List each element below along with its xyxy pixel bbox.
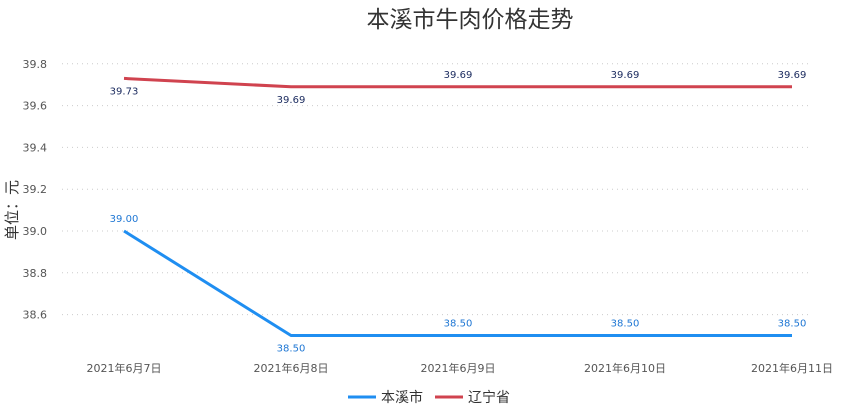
data-label: 38.50 xyxy=(778,319,807,330)
data-label: 39.69 xyxy=(611,70,640,81)
x-tick-label: 2021年6月7日 xyxy=(87,361,162,375)
data-label: 38.50 xyxy=(444,319,473,330)
series-lines xyxy=(123,76,792,337)
x-tick-label: 2021年6月9日 xyxy=(421,361,496,375)
y-tick-label: 39.6 xyxy=(23,100,48,113)
data-label: 38.50 xyxy=(277,344,306,355)
data-label: 39.00 xyxy=(110,214,139,225)
x-axis-ticks: 2021年6月7日 2021年6月8日 2021年6月9日 2021年6月10日 202… xyxy=(87,361,834,375)
y-tick-label: 39.2 xyxy=(23,183,48,196)
data-label: 38.50 xyxy=(611,319,640,330)
data-label: 39.69 xyxy=(444,70,473,81)
y-axis-ticks: 38.6 38.8 39.0 39.2 39.4 39.6 39.8 xyxy=(23,58,48,322)
legend: 本溪市 辽宁省 xyxy=(348,389,510,406)
data-label: 39.73 xyxy=(110,86,139,97)
data-label: 39.69 xyxy=(277,95,306,106)
x-tick-label: 2021年6月10日 xyxy=(584,361,666,375)
y-tick-label: 39.4 xyxy=(23,141,48,154)
data-label: 39.69 xyxy=(778,70,807,81)
series-line xyxy=(123,76,792,89)
y-tick-label: 38.6 xyxy=(23,309,48,322)
legend-label: 辽宁省 xyxy=(468,389,510,406)
x-tick-label: 2021年6月11日 xyxy=(751,361,833,375)
data-labels: 39.00 38.50 38.50 38.50 38.50 39.73 39.69 39.69… xyxy=(110,70,807,355)
gridlines xyxy=(62,63,812,316)
series-line xyxy=(123,229,792,337)
y-tick-label: 39.8 xyxy=(23,58,48,71)
y-tick-label: 39.0 xyxy=(23,225,48,238)
y-axis-label: 单位：元 xyxy=(3,180,21,240)
chart-title: 本溪市牛肉价格走势 xyxy=(367,7,574,33)
legend-label: 本溪市 xyxy=(381,389,423,406)
y-tick-label: 38.8 xyxy=(23,267,48,280)
x-tick-label: 2021年6月8日 xyxy=(254,361,329,375)
